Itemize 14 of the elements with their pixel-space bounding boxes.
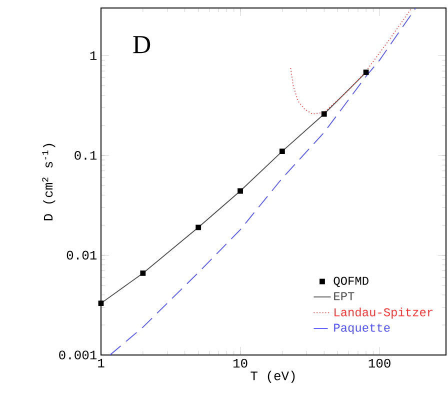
- legend-label: Landau-Spitzer: [334, 308, 433, 319]
- x-tick-label: 100: [368, 358, 390, 368]
- y-tick-label: 0.001: [59, 350, 97, 360]
- y-tick-label: 1: [90, 51, 97, 60]
- legend-label: EPT: [334, 292, 354, 300]
- y-axis-title: D (cm$^{2}$ s$^{-1}$): [42, 144, 56, 220]
- text: D: [133, 36, 150, 54]
- x-axis-title: T (eV): [250, 370, 295, 383]
- y-tick-label: 0.01: [66, 250, 97, 260]
- legend-label: Paquette: [334, 324, 390, 334]
- legend-label: QOFMD: [334, 276, 368, 288]
- x-tick-label: 10: [233, 358, 248, 368]
- y-tick-label: 0.1: [74, 151, 97, 160]
- x-tick-label: 1: [98, 358, 104, 368]
